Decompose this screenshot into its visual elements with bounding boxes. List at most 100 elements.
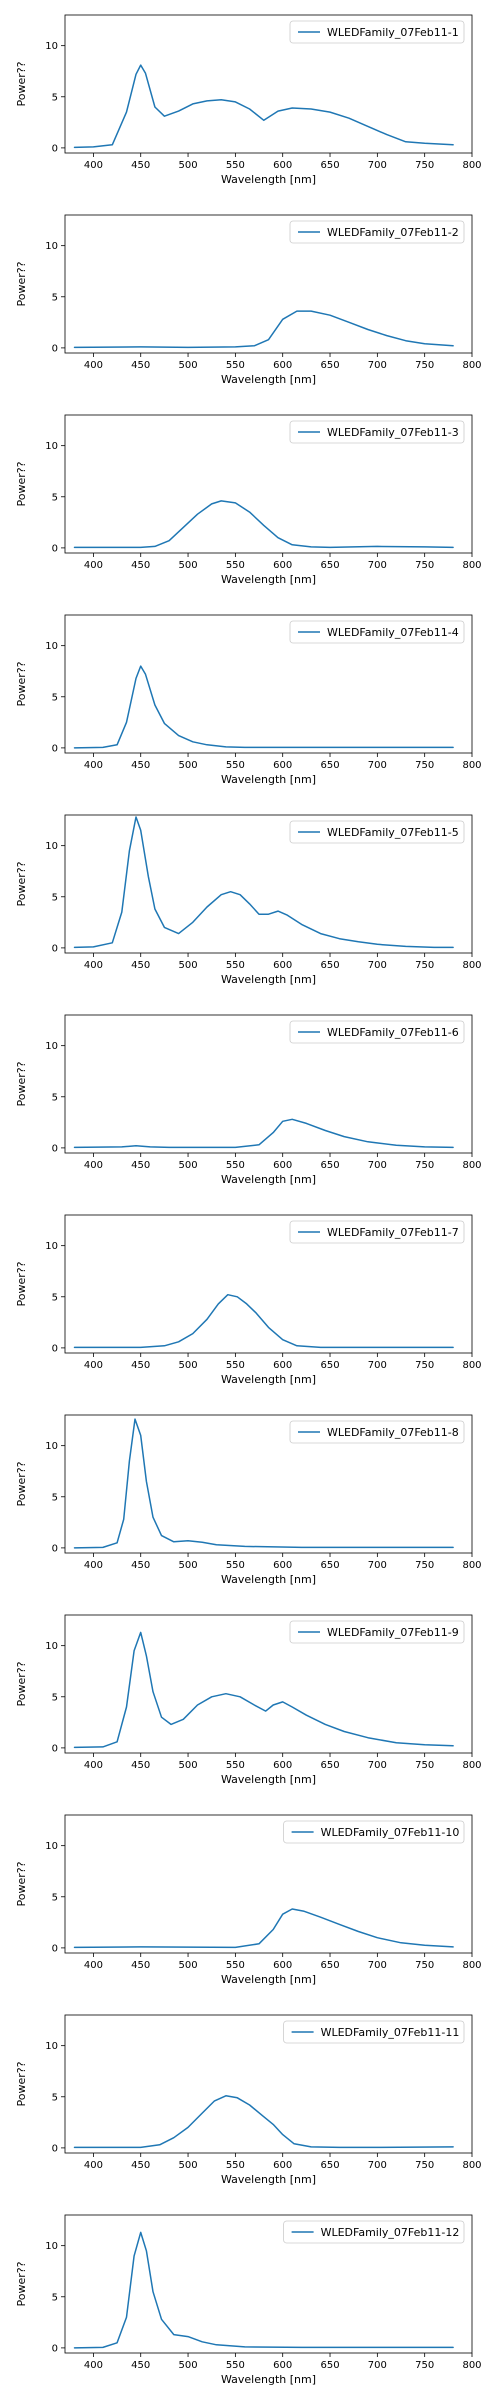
x-tick-label: 750 [415, 1760, 434, 1771]
y-tick-label: 10 [45, 1441, 58, 1452]
plot-frame [64, 614, 473, 754]
x-tick-label: 600 [273, 1160, 292, 1171]
y-tick-label: 0 [52, 1143, 58, 1154]
y-tick-label: 10 [45, 41, 58, 52]
x-tick-label: 550 [226, 1560, 245, 1571]
x-tick-label: 700 [368, 1760, 387, 1771]
x-tick-label: 550 [226, 560, 245, 571]
x-tick-label: 800 [462, 1560, 481, 1571]
x-tick-label: 650 [320, 1560, 339, 1571]
x-axis-label: Wavelength [nm] [221, 773, 316, 786]
x-tick-label: 400 [84, 1960, 103, 1971]
x-tick-label: 500 [178, 1360, 197, 1371]
x-tick-label: 500 [178, 360, 197, 371]
x-tick-label: 550 [226, 2360, 245, 2371]
y-tick-label: 10 [45, 1041, 58, 1052]
y-tick-label: 5 [52, 492, 58, 503]
x-tick-label: 400 [84, 760, 103, 771]
x-axis-label: Wavelength [nm] [221, 1373, 316, 1386]
y-axis-label: Power?? [15, 2261, 28, 2306]
x-axis-label: Wavelength [nm] [221, 2173, 316, 2186]
x-tick-label: 650 [320, 1760, 339, 1771]
y-tick-label: 5 [52, 2292, 58, 2303]
x-tick-label: 800 [462, 2360, 481, 2371]
x-tick-label: 800 [462, 160, 481, 171]
series-line [73, 816, 454, 949]
plot-frame [64, 14, 473, 154]
plot-frame [64, 2214, 473, 2354]
plot-frame [64, 814, 473, 954]
y-tick-label: 0 [52, 2143, 58, 2154]
y-tick-label: 10 [45, 2241, 58, 2252]
x-tick-label: 600 [273, 2160, 292, 2171]
x-tick-label: 600 [273, 1360, 292, 1371]
x-tick-label: 800 [462, 1960, 481, 1971]
x-tick-label: 700 [368, 360, 387, 371]
legend-box [283, 1820, 465, 1844]
series-line [73, 665, 454, 749]
legend-box [283, 2020, 465, 2044]
series-line [73, 1908, 454, 1949]
legend-label: WLEDFamily_07Feb11-11 [321, 2026, 460, 2039]
legend-box [289, 1220, 465, 1244]
legend-box [289, 20, 465, 44]
x-tick-label: 600 [273, 1560, 292, 1571]
y-axis-label: Power?? [15, 261, 28, 306]
x-tick-label: 500 [178, 960, 197, 971]
plot-frame [64, 1614, 473, 1754]
chart-panel-1: 400 450 500 550 600 650 700 750 800 0 5 10 Wavelengt… [15, 14, 482, 186]
x-tick-label: 800 [462, 360, 481, 371]
series-line [73, 310, 454, 349]
x-tick-label: 750 [415, 2360, 434, 2371]
x-tick-label: 450 [131, 1560, 150, 1571]
y-tick-label: 5 [52, 1492, 58, 1503]
y-tick-label: 0 [52, 1943, 58, 1954]
x-axis-label: Wavelength [nm] [221, 2373, 316, 2386]
y-tick-label: 10 [45, 841, 58, 852]
x-tick-label: 600 [273, 960, 292, 971]
chart-panel-10: 400 450 500 550 600 650 700 750 800 0 5 10 Wavelengt… [15, 1814, 482, 1986]
x-axis-label: Wavelength [nm] [221, 573, 316, 586]
chart-panel-12: 400 450 500 550 600 650 700 750 800 0 5 10 Wavelengt… [15, 2214, 482, 2386]
series-line [73, 2095, 454, 2149]
y-axis-label: Power?? [15, 1061, 28, 1106]
y-axis-label: Power?? [15, 61, 28, 106]
x-tick-label: 450 [131, 760, 150, 771]
x-tick-label: 400 [84, 1560, 103, 1571]
y-tick-label: 5 [52, 1092, 58, 1103]
x-tick-label: 750 [415, 360, 434, 371]
series-line [73, 2231, 454, 2349]
x-tick-label: 400 [84, 560, 103, 571]
x-tick-label: 600 [273, 360, 292, 371]
x-tick-label: 400 [84, 1360, 103, 1371]
x-tick-label: 500 [178, 560, 197, 571]
x-tick-label: 750 [415, 960, 434, 971]
x-tick-label: 550 [226, 1960, 245, 1971]
x-tick-label: 650 [320, 1360, 339, 1371]
x-tick-label: 400 [84, 2360, 103, 2371]
x-tick-label: 550 [226, 360, 245, 371]
x-tick-label: 750 [415, 1160, 434, 1171]
chart-panel-2: 400 450 500 550 600 650 700 750 800 0 5 10 Wavelengt… [15, 214, 482, 386]
plot-frame [64, 2014, 473, 2154]
x-tick-label: 450 [131, 2160, 150, 2171]
legend-box [289, 1620, 465, 1644]
x-tick-label: 500 [178, 760, 197, 771]
legend-label: WLEDFamily_07Feb11-2 [327, 226, 459, 239]
x-axis-label: Wavelength [nm] [221, 373, 316, 386]
x-tick-label: 450 [131, 360, 150, 371]
x-tick-label: 700 [368, 2160, 387, 2171]
series-line [73, 1631, 454, 1749]
x-tick-label: 800 [462, 1760, 481, 1771]
plot-frame [64, 1814, 473, 1954]
y-tick-label: 5 [52, 1892, 58, 1903]
legend-label: WLEDFamily_07Feb11-6 [327, 1026, 459, 1039]
x-tick-label: 550 [226, 2160, 245, 2171]
y-tick-label: 5 [52, 692, 58, 703]
x-tick-label: 650 [320, 560, 339, 571]
legend-box [283, 2220, 465, 2244]
legend-label: WLEDFamily_07Feb11-1 [327, 26, 459, 39]
series-line [73, 64, 454, 149]
x-tick-label: 750 [415, 1360, 434, 1371]
